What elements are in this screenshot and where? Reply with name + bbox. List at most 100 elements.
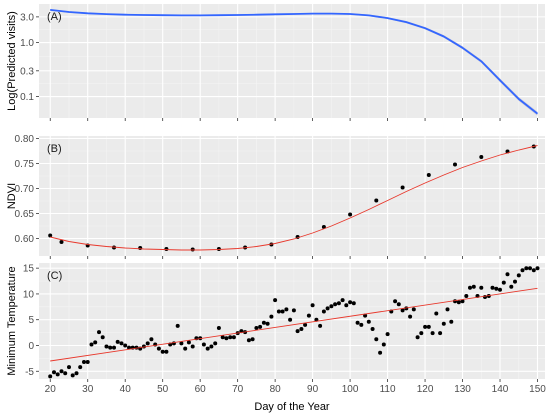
panel-c-data-point xyxy=(430,331,435,336)
panel-c-data-point xyxy=(213,341,218,346)
panel-c-data-point xyxy=(112,345,116,350)
panel-c-data-point xyxy=(531,268,536,273)
panel-b-data-point xyxy=(374,198,379,203)
panel-c-data-point xyxy=(456,300,461,305)
panel-c-data-point xyxy=(228,335,233,340)
panel-c-data-point xyxy=(441,321,446,326)
panel-c-background xyxy=(39,263,545,379)
panel-c-y-tick-label: 5 xyxy=(28,315,34,326)
panel-c-x-tick-label: 50 xyxy=(157,384,169,395)
panel-c-data-point xyxy=(55,372,60,377)
panel-a-tag: (A) xyxy=(47,11,62,23)
panel-c-x-tick-label: 70 xyxy=(232,384,244,395)
panel-c-x-tick-label: 40 xyxy=(120,384,132,395)
panel-a-axes: 0.1 0.3 1.0 3.0 xyxy=(20,12,538,121)
panel-c-data-point xyxy=(348,300,353,305)
panel-c-y-tick-label: -5 xyxy=(25,367,34,378)
panel-b-y-tick-label: 0.60 xyxy=(15,234,35,245)
panel-c-data-point xyxy=(216,326,221,330)
panel-c-data-point xyxy=(115,339,120,344)
panel-b-data-point xyxy=(216,247,221,251)
panel-b-y-tick-label: 0.80 xyxy=(15,134,35,145)
panel-c-data-point xyxy=(423,324,428,329)
panel-c-data-point xyxy=(59,369,64,374)
panel-c-data-point xyxy=(468,285,472,290)
panel-c-data-point xyxy=(127,345,131,350)
panel-c-data-point xyxy=(280,309,285,314)
panel-c-data-point xyxy=(385,332,390,337)
panel-c-data-point xyxy=(119,341,124,346)
panel-c-data-point xyxy=(501,280,506,285)
panel-c-y-axis-title: Minimum Temperature xyxy=(6,266,18,375)
panel-c-data-point xyxy=(231,335,236,340)
panel-a-y-tick-label: 3.0 xyxy=(20,12,34,23)
panel-c-data-point xyxy=(344,303,349,308)
panel-c-data-point xyxy=(97,330,101,335)
panel-c-data-point xyxy=(321,309,326,314)
panel-c-data-point xyxy=(250,337,255,342)
panel-c-x-tick-label: 80 xyxy=(270,384,282,395)
panel-b-data-point xyxy=(59,240,64,244)
panel-c-data-point xyxy=(419,331,424,336)
panel-c-data-point xyxy=(48,374,53,379)
panel-c-y-tick-label: 10 xyxy=(23,289,35,300)
panel-c-data-point xyxy=(408,314,413,319)
panel-a: 0.1 0.3 1.0 3.0 (A) Log(Predicted visits) xyxy=(6,4,545,121)
panel-a-y-tick-label: 1.0 xyxy=(20,38,34,49)
panel-c-data-point xyxy=(261,320,266,325)
panel-c-data-point xyxy=(535,266,540,271)
panel-c-data-point xyxy=(186,340,191,345)
panel-c-data-point xyxy=(164,349,169,354)
panel-a-fit-line xyxy=(50,9,539,115)
panel-c-data-point xyxy=(393,299,398,304)
panel-c-data-point xyxy=(381,342,386,347)
panel-c-data-point xyxy=(288,317,293,322)
panel-c-data-point xyxy=(524,266,529,271)
panel-c-data-point xyxy=(438,331,443,336)
panel-b-tag: (B) xyxy=(47,143,62,155)
panel-b: 0.60 0.65 0.70 0.75 0.80 (B) NDVI xyxy=(6,134,545,259)
panel-c-data-point xyxy=(396,302,401,307)
panel-c-marks xyxy=(48,266,540,379)
panel-c-data-point xyxy=(108,345,113,350)
panel-c-data-point xyxy=(411,307,416,312)
panel-c-data-point xyxy=(505,272,510,277)
panel-c-data-point xyxy=(149,337,154,342)
panel-c-x-tick-label: 110 xyxy=(380,384,396,395)
panel-c-data-point xyxy=(460,299,465,304)
panel-a-background xyxy=(39,4,545,118)
panel-c-data-point xyxy=(520,268,525,273)
panel-c-x-axis-title: Day of the Year xyxy=(254,401,330,413)
panel-c-y-tick-label: 0 xyxy=(28,341,34,352)
panel-c-data-point xyxy=(310,303,315,308)
panel-c-data-point xyxy=(123,343,128,348)
panel-c-data-point xyxy=(104,344,109,349)
panel-c-data-point xyxy=(445,307,450,312)
panel-c-data-point xyxy=(209,344,214,349)
panel-c-data-point xyxy=(336,301,341,306)
panel-c-y-tick-label: 15 xyxy=(23,264,35,275)
panel-a-y-axis-title: Log(Predicted visits) xyxy=(6,11,18,111)
panel-b-y-axis-title: NDVI xyxy=(6,183,18,209)
panel-c-data-point xyxy=(359,322,364,327)
panel-c-x-tick-label: 90 xyxy=(307,384,319,395)
panel-b-data-point xyxy=(190,247,195,252)
panel-c: -5 0 5 10 15 20 30 40 50 60 70 80 90 100 110 120 130 140 1… xyxy=(6,263,546,413)
panel-c-data-point xyxy=(528,266,532,271)
panel-c-data-point xyxy=(224,336,229,341)
panel-c-data-point xyxy=(269,314,274,319)
panel-c-data-point xyxy=(295,329,300,334)
panel-b-data-point xyxy=(426,173,431,177)
panel-b-data-point xyxy=(453,162,457,167)
panel-c-data-point xyxy=(78,365,83,370)
panel-c-x-tick-label: 120 xyxy=(417,384,434,395)
panel-c-data-point xyxy=(340,298,345,303)
panel-c-data-point xyxy=(400,308,405,313)
panel-c-grid xyxy=(39,263,545,379)
panel-b-data-point xyxy=(48,233,53,238)
panel-c-data-point xyxy=(258,324,263,329)
panel-b-data-point xyxy=(400,185,405,190)
panel-c-data-point xyxy=(333,302,338,307)
panel-c-data-point xyxy=(291,308,296,313)
panel-c-data-point xyxy=(190,344,195,349)
